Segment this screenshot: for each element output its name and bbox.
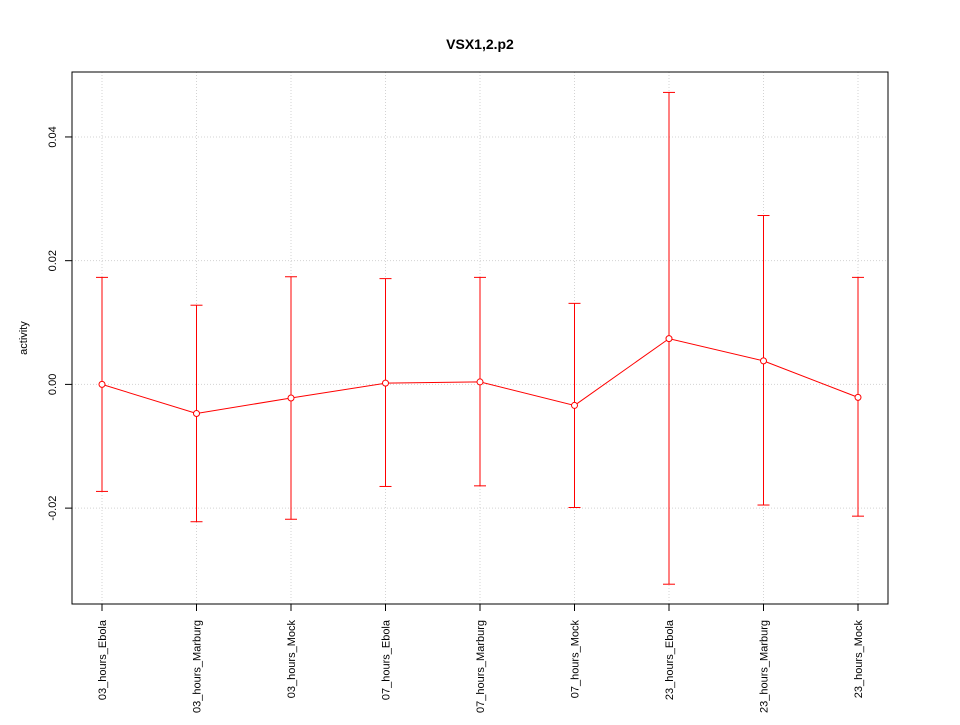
data-point — [854, 393, 862, 401]
y-tick-label: -0.02 — [47, 496, 59, 521]
data-point — [287, 394, 295, 402]
data-point — [476, 378, 484, 386]
data-point — [571, 401, 578, 409]
x-tick-label: 07_hours_Marburg — [475, 620, 487, 713]
x-tick-label: 23_hours_Ebola — [664, 619, 676, 700]
x-tick-label: 23_hours_Mock — [853, 620, 865, 699]
data-point — [193, 409, 200, 417]
y-tick-label: 0.04 — [47, 126, 59, 147]
y-tick-label: 0.00 — [47, 374, 59, 395]
x-tick-label: 03_hours_Marburg — [192, 620, 204, 713]
series-layer — [96, 91, 864, 585]
y-tick-label: 0.02 — [47, 250, 59, 271]
x-tick-label: 07_hours_Mock — [570, 620, 582, 699]
data-point — [382, 379, 389, 387]
data-point — [760, 357, 767, 365]
x-tick-label: 03_hours_Ebola — [97, 619, 109, 700]
chart-title: VSX1,2.p2 — [446, 36, 514, 52]
y-axis-label: activity — [18, 321, 30, 355]
data-point — [98, 380, 106, 388]
x-tick-label: 07_hours_Ebola — [381, 619, 393, 700]
x-tick-label: 03_hours_Mock — [286, 620, 298, 699]
data-point — [665, 335, 673, 343]
x-tick-label: 23_hours_Marburg — [759, 620, 771, 713]
axes: -0.02 0.00 0.02 0.04 03_hours_Ebola 03_hours_… — [47, 71, 889, 713]
